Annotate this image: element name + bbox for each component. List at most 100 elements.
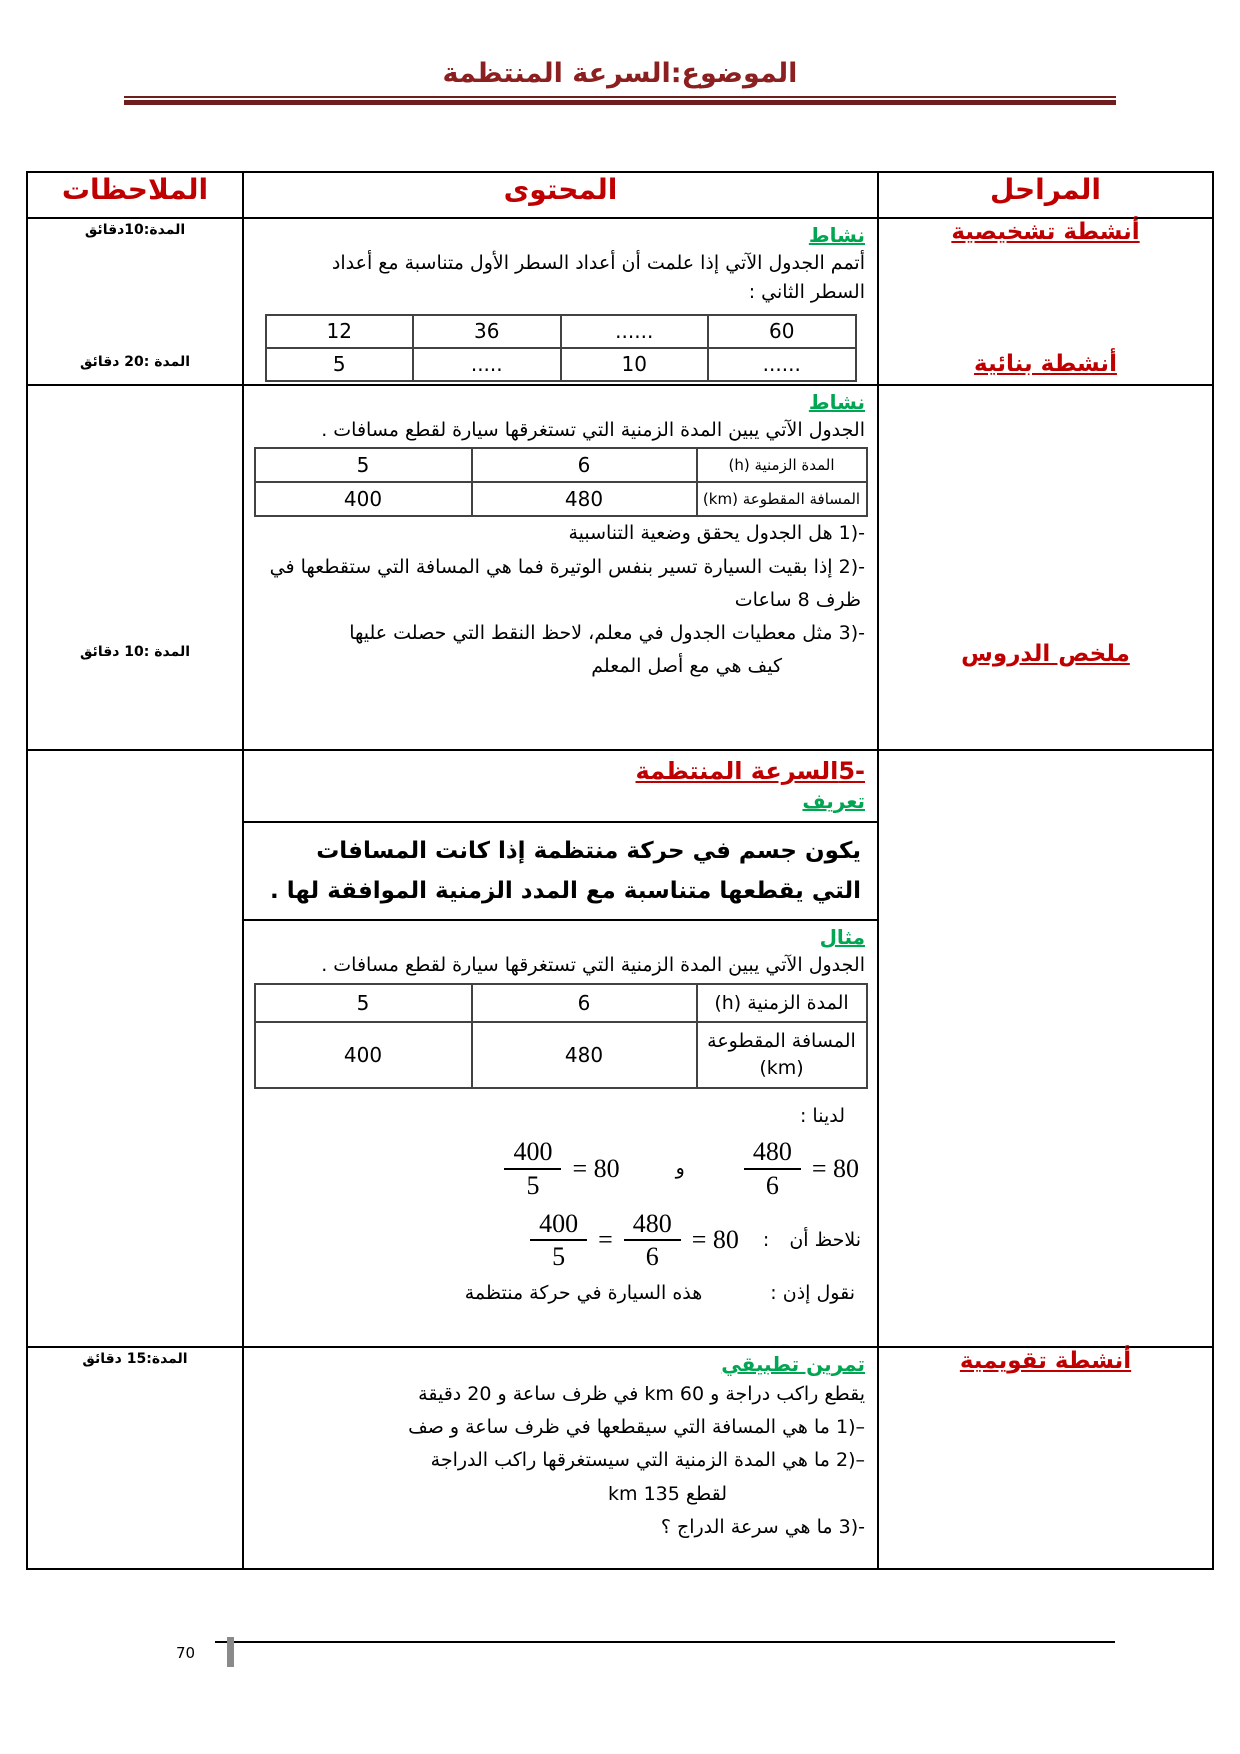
construction-question-2-cont: ظرف 8 ساعات — [734, 588, 861, 611]
cell: ...... — [707, 346, 857, 382]
definition-text: يكون جسم في حركة منتظمة إذا كانت المسافا… — [244, 820, 877, 922]
construction-intro: الجدول الآتي يبين المدة الزمنية التي تست… — [321, 418, 865, 441]
time-value: 6 — [470, 982, 698, 1023]
stage-label-construction: أنشطة بنائية — [974, 350, 1117, 377]
row-diagnostic-activities: أنشطة تشخيصية نشاط أتمم الجدول الآتي إذا… — [26, 217, 1214, 386]
footer-rule — [215, 1641, 1115, 1643]
stage-cell-evaluation: أنشطة تقويمية — [877, 1345, 1214, 1570]
table-row: 5 6 المدة الزمنية (h) — [253, 982, 868, 1023]
conclusion-text: هذه السيارة في حركة منتظمة — [464, 1282, 703, 1305]
row-lesson-summary: ملخص الدروس 5-السرعة المنتظمة تعريف يكون… — [26, 641, 1214, 1348]
question-number: 2)– — [835, 1449, 865, 1472]
exercise-question-3: 3)- ما هي سرعة الدراج ؟ — [244, 1511, 877, 1544]
cell: ...... — [559, 313, 709, 349]
diagnostic-instruction-line-1: أتمم الجدول الآتي إذا علمت أن أعداد السط… — [331, 252, 865, 274]
ratio-480-over-6: 480 6 = 80 — [737, 1137, 863, 1201]
cell: 60 — [707, 313, 857, 349]
cell: 36 — [412, 313, 562, 349]
distance-row-label: المسافة المقطوعة (km) — [695, 1020, 868, 1089]
table-row: 400 480 المسافة المقطوعة (km) — [253, 481, 868, 518]
example-heading: مثال — [819, 925, 865, 950]
column-header-stages: المراحل — [877, 171, 1214, 219]
construction-question-2: 2)- إذا بقيت السيارة تسير بنفس الوتيرة ف… — [244, 551, 877, 584]
stage-label-summary: ملخص الدروس — [961, 640, 1130, 667]
observe-label: نلاحظ أن — [789, 1229, 861, 1252]
stage-cell-construction: أنشطة بنائية — [877, 351, 1214, 751]
stage-label-diagnostic: أنشطة تشخيصية — [951, 219, 1140, 245]
time-value: 5 — [253, 447, 473, 484]
lesson-title: 5-السرعة المنتظمة — [635, 756, 865, 785]
construction-question-3-cont: كيف هي مع أصل المعلم — [591, 655, 782, 678]
ratio-400-over-5: 400 5 = 80 — [497, 1137, 623, 1201]
question-text: مثل معطيات الجدول في معلم، لاحظ النقط ال… — [349, 622, 833, 645]
row-evaluation-activities: أنشطة تقويمية تمرين تطبيقي يقطع راكب درا… — [26, 1345, 1214, 1570]
distance-value: 480 — [470, 481, 698, 518]
note-cell-diagnostic: المدة:10دقائق — [26, 217, 244, 386]
time-row-label: المدة الزمنية (h) — [695, 447, 868, 484]
proportionality-fill-table: 12 36 ...... 60 5 ..... 10 ...... — [264, 313, 857, 382]
question-text: ما هي المسافة التي سيقطعها في ظرف ساعة و… — [408, 1416, 830, 1439]
time-value: 5 — [253, 982, 473, 1023]
table-row: 5 ..... 10 ...... — [264, 346, 857, 382]
duration-note: المدة:15 دقائق — [82, 1350, 188, 1367]
question-number: 2)- — [838, 555, 865, 578]
question-text: إذا بقيت السيارة تسير بنفس الوتيرة فما ه… — [269, 555, 833, 578]
stage-cell-diagnostic: أنشطة تشخيصية — [877, 217, 1214, 386]
stage-label-evaluation: أنشطة تقويمية — [959, 1347, 1132, 1374]
ratios-line: 480 6 = 80 و 400 5 = 80 — [244, 1127, 877, 1201]
we-have-label: لدينا : — [799, 1104, 845, 1127]
conclusion-line: نقول إذن : هذه السيارة في حركة منتظمة — [244, 1272, 877, 1304]
car-time-distance-table: 5 6 المدة الزمنية (h) 400 480 المسافة ال… — [253, 447, 868, 518]
definition-heading: تعريف — [802, 788, 865, 813]
cell: 12 — [264, 313, 414, 349]
conjunction-and: و — [675, 1158, 685, 1180]
table-row: 12 36 ...... 60 — [264, 313, 857, 349]
question-number: 1)- — [838, 522, 865, 545]
note-cell-summary: المدة :10 دقائق — [26, 644, 244, 1348]
combined-equation: 400 5 = 480 6 = 80 — [523, 1209, 743, 1273]
column-header-notes: الملاحظات — [26, 171, 244, 219]
conclusion-label: نقول إذن : — [770, 1282, 855, 1305]
observe-colon: : — [762, 1229, 770, 1252]
duration-note: المدة :20 دقائق — [79, 353, 191, 370]
observation-line: نلاحظ أن : 400 5 = 480 6 = 80 — [244, 1201, 877, 1273]
lesson-number: 5- — [838, 756, 865, 785]
construction-question-1: 1)- هل الجدول يحقق وضعية التناسبية — [244, 517, 877, 550]
content-cell-summary: 5-السرعة المنتظمة تعريف يكون جسم في حركة… — [242, 748, 879, 1348]
section-heading-activity-1: نشاط — [808, 223, 865, 247]
duration-note: المدة :10 دقائق — [79, 643, 191, 660]
page-title: الموضوع:السرعة المنتظمة — [442, 58, 798, 89]
cell: 5 — [264, 346, 414, 382]
question-number: 1)– — [835, 1416, 865, 1439]
row-construction-activities: أنشطة بنائية نشاط الجدول الآتي يبين المد… — [26, 351, 1214, 751]
footer-divider-bar — [227, 1637, 234, 1667]
example-time-distance-table: 5 6 المدة الزمنية (h) 400 480 المسافة ال… — [253, 982, 868, 1089]
exercise-question-2-cont: لقطع 135 km — [608, 1482, 727, 1505]
note-cell-evaluation: المدة:15 دقائق — [26, 1345, 244, 1570]
stage-cell-summary: ملخص الدروس — [877, 641, 1214, 1348]
note-cell-construction: المدة :20 دقائق — [26, 354, 244, 751]
distance-row-label: المسافة المقطوعة (km) — [695, 481, 868, 518]
exercise-heading: تمرين تطبيقي — [721, 1351, 865, 1376]
time-value: 6 — [470, 447, 698, 484]
distance-value: 480 — [470, 1020, 698, 1089]
construction-question-3: 3)- مثل معطيات الجدول في معلم، لاحظ النق… — [244, 617, 877, 650]
question-number: 3)- — [838, 1515, 865, 1538]
content-cell-construction: نشاط الجدول الآتي يبين المدة الزمنية الت… — [242, 383, 879, 751]
title-double-rule — [124, 96, 1116, 105]
content-cell-diagnostic: نشاط أتمم الجدول الآتي إذا علمت أن أعداد… — [242, 217, 879, 386]
cell: ..... — [412, 346, 562, 382]
cell: 10 — [559, 346, 709, 382]
diagnostic-instruction-line-2: السطر الثاني : — [748, 281, 865, 304]
lesson-plan-table: المراحل المحتوى الملاحظات أنشطة تشخيصية … — [26, 171, 1214, 1570]
time-row-label: المدة الزمنية (h) — [695, 982, 868, 1023]
table-row: 5 6 المدة الزمنية (h) — [253, 447, 868, 484]
question-text: هل الجدول يحقق وضعية التناسبية — [568, 522, 833, 545]
question-number: 3)- — [838, 622, 865, 645]
footer-page-number: 70 — [176, 1644, 196, 1662]
distance-value: 400 — [253, 481, 473, 518]
distance-value: 400 — [253, 1020, 473, 1089]
exercise-statement: يقطع راكب دراجة و 60 km في ظرف ساعة و 20… — [418, 1382, 865, 1405]
content-cell-evaluation: تمرين تطبيقي يقطع راكب دراجة و 60 km في … — [242, 1345, 879, 1570]
question-text: ما هي سرعة الدراج ؟ — [660, 1515, 833, 1538]
